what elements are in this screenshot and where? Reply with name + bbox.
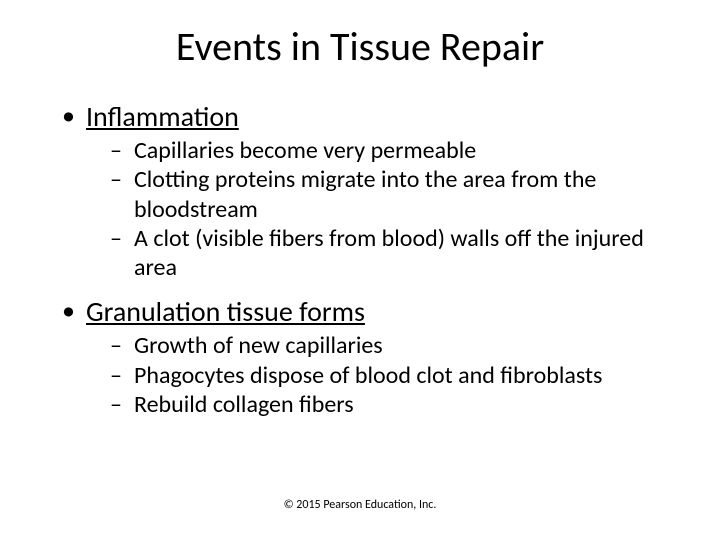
slide-title: Events in Tissue Repair	[48, 22, 672, 71]
bullet-list-level1: Inflammation Capillaries become very per…	[60, 99, 672, 419]
slide-content: Inflammation Capillaries become very per…	[48, 99, 672, 419]
bullet-list-level2: Capillaries become very permeable Clotti…	[86, 136, 672, 282]
bullet-granulation: Granulation tissue forms Growth of new c…	[60, 294, 672, 419]
sub-bullet: A clot (visible fibers from blood) walls…	[86, 224, 672, 283]
bullet-label: Granulation tissue forms	[86, 294, 365, 329]
bullet-list-level2: Growth of new capillaries Phagocytes dis…	[86, 331, 672, 419]
sub-bullet: Phagocytes dispose of blood clot and fib…	[86, 361, 672, 390]
bullet-label: Inflammation	[86, 99, 239, 134]
sub-bullet: Clotting proteins migrate into the area …	[86, 165, 672, 224]
slide: Events in Tissue Repair Inflammation Cap…	[0, 0, 720, 540]
bullet-inflammation: Inflammation Capillaries become very per…	[60, 99, 672, 282]
sub-bullet: Growth of new capillaries	[86, 331, 672, 360]
copyright-footer: © 2015 Pearson Education, Inc.	[0, 498, 720, 512]
sub-bullet: Rebuild collagen fibers	[86, 390, 672, 419]
sub-bullet: Capillaries become very permeable	[86, 136, 672, 165]
